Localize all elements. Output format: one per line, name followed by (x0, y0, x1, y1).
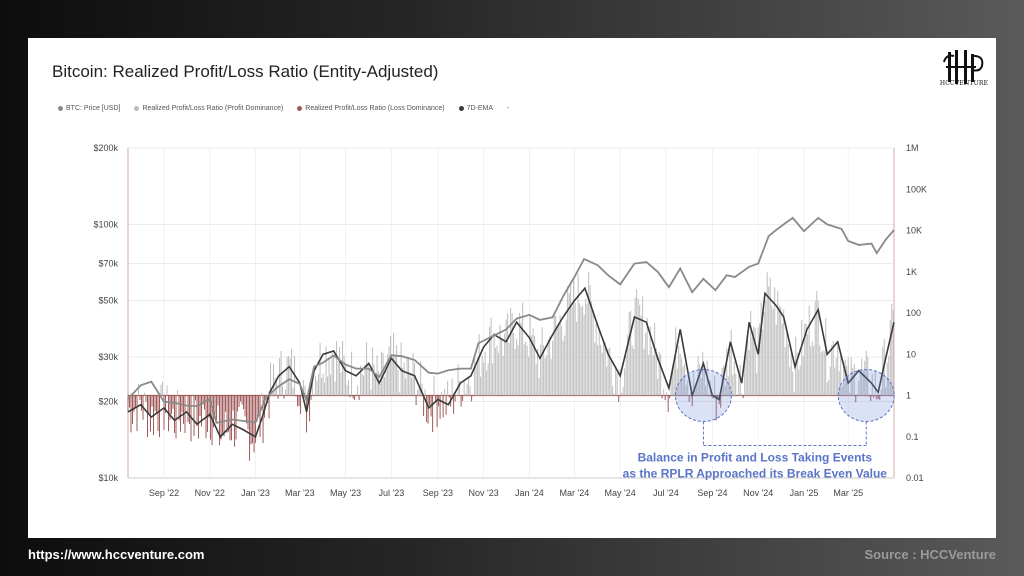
left-tick-label: $70k (98, 259, 118, 269)
annotation-text: Balance in Profit and Loss Taking Events (638, 451, 873, 465)
legend-label: BTC: Price [USD] (66, 105, 121, 112)
legend-label: Realized Profit/Loss Ratio (Profit Domin… (142, 105, 284, 112)
footer-url-link[interactable]: https://www.hccventure.com (28, 547, 205, 562)
left-tick-label: $100k (93, 219, 118, 229)
right-tick-label: 100K (906, 184, 927, 194)
right-tick-label: 1 (906, 391, 911, 401)
left-tick-label: $10k (98, 473, 118, 483)
x-tick-label: Nov '24 (743, 488, 773, 498)
chart-plot: $200k $100k $70k $50k $30k $20k $10k 1M 100K 10K 1… (93, 143, 927, 498)
legend-item-loss[interactable]: Realized Profit/Loss Ratio (Loss Dominan… (297, 105, 445, 112)
legend-item-price[interactable]: BTC: Price [USD] (58, 105, 120, 112)
x-tick-label: Jan '24 (515, 488, 544, 498)
x-tick-label: May '23 (330, 488, 361, 498)
x-tick-label: Jan '23 (241, 488, 270, 498)
footer-source: Source : HCCVenture (864, 547, 996, 562)
right-tick-label: 0.1 (906, 432, 919, 442)
highlight-ellipse (674, 369, 732, 422)
x-tick-label: Sep '23 (423, 488, 453, 498)
legend-label: Realized Profit/Loss Ratio (Loss Dominan… (305, 105, 445, 112)
legend-dot-icon (297, 106, 303, 111)
x-tick-label: Mar '25 (833, 488, 863, 498)
right-tick-label: 1K (906, 267, 917, 277)
x-tick-label: Mar '24 (560, 488, 590, 498)
x-tick-label: Nov '22 (195, 488, 225, 498)
highlight-ellipse (837, 369, 895, 422)
x-tick-label: Jul '23 (378, 488, 404, 498)
x-tick-label: Sep '24 (697, 488, 727, 498)
x-tick-label: Sep '22 (149, 488, 179, 498)
legend-dot-icon (134, 106, 140, 111)
left-tick-label: $200k (93, 143, 118, 153)
x-tick-label: May '24 (605, 488, 636, 498)
legend-item-ema[interactable]: 7D-EMA (458, 105, 494, 112)
right-tick-label: 10K (906, 226, 922, 236)
right-tick-label: 0.01 (906, 473, 924, 483)
ema-line (127, 286, 895, 439)
right-tick-label: 10 (906, 349, 916, 359)
left-tick-label: $50k (98, 296, 118, 306)
legend-item-profit[interactable]: Realized Profit/Loss Ratio (Profit Domin… (134, 105, 283, 112)
logo-text: HCCVENTURE (939, 80, 989, 87)
right-tick-label: 100 (906, 308, 921, 318)
left-tick-label: $20k (98, 397, 118, 407)
chart-card: Bitcoin: Realized Profit/Loss Ratio (Ent… (28, 38, 996, 538)
chart-legend: BTC: Price [USD] Realized Profit/Loss Ra… (58, 105, 509, 112)
x-tick-label: Nov '23 (468, 488, 498, 498)
right-tick-label: 1M (906, 143, 919, 153)
chart-title: Bitcoin: Realized Profit/Loss Ratio (Ent… (52, 62, 439, 81)
left-tick-label: $30k (98, 352, 118, 362)
legend-label: - (507, 105, 510, 112)
legend-label: 7D-EMA (466, 105, 494, 112)
hccventure-logo-icon (943, 50, 984, 84)
x-tick-label: Jul '24 (653, 488, 679, 498)
legend-dot-icon (58, 106, 63, 111)
x-tick-label: Mar '23 (285, 488, 315, 498)
legend-item-dash[interactable]: - (507, 105, 509, 112)
price-line (127, 216, 895, 424)
annotation-text: as the RPLR Approached its Break Even Va… (623, 467, 888, 481)
legend-dot-icon (458, 106, 464, 111)
x-tick-label: Jan '25 (790, 488, 819, 498)
